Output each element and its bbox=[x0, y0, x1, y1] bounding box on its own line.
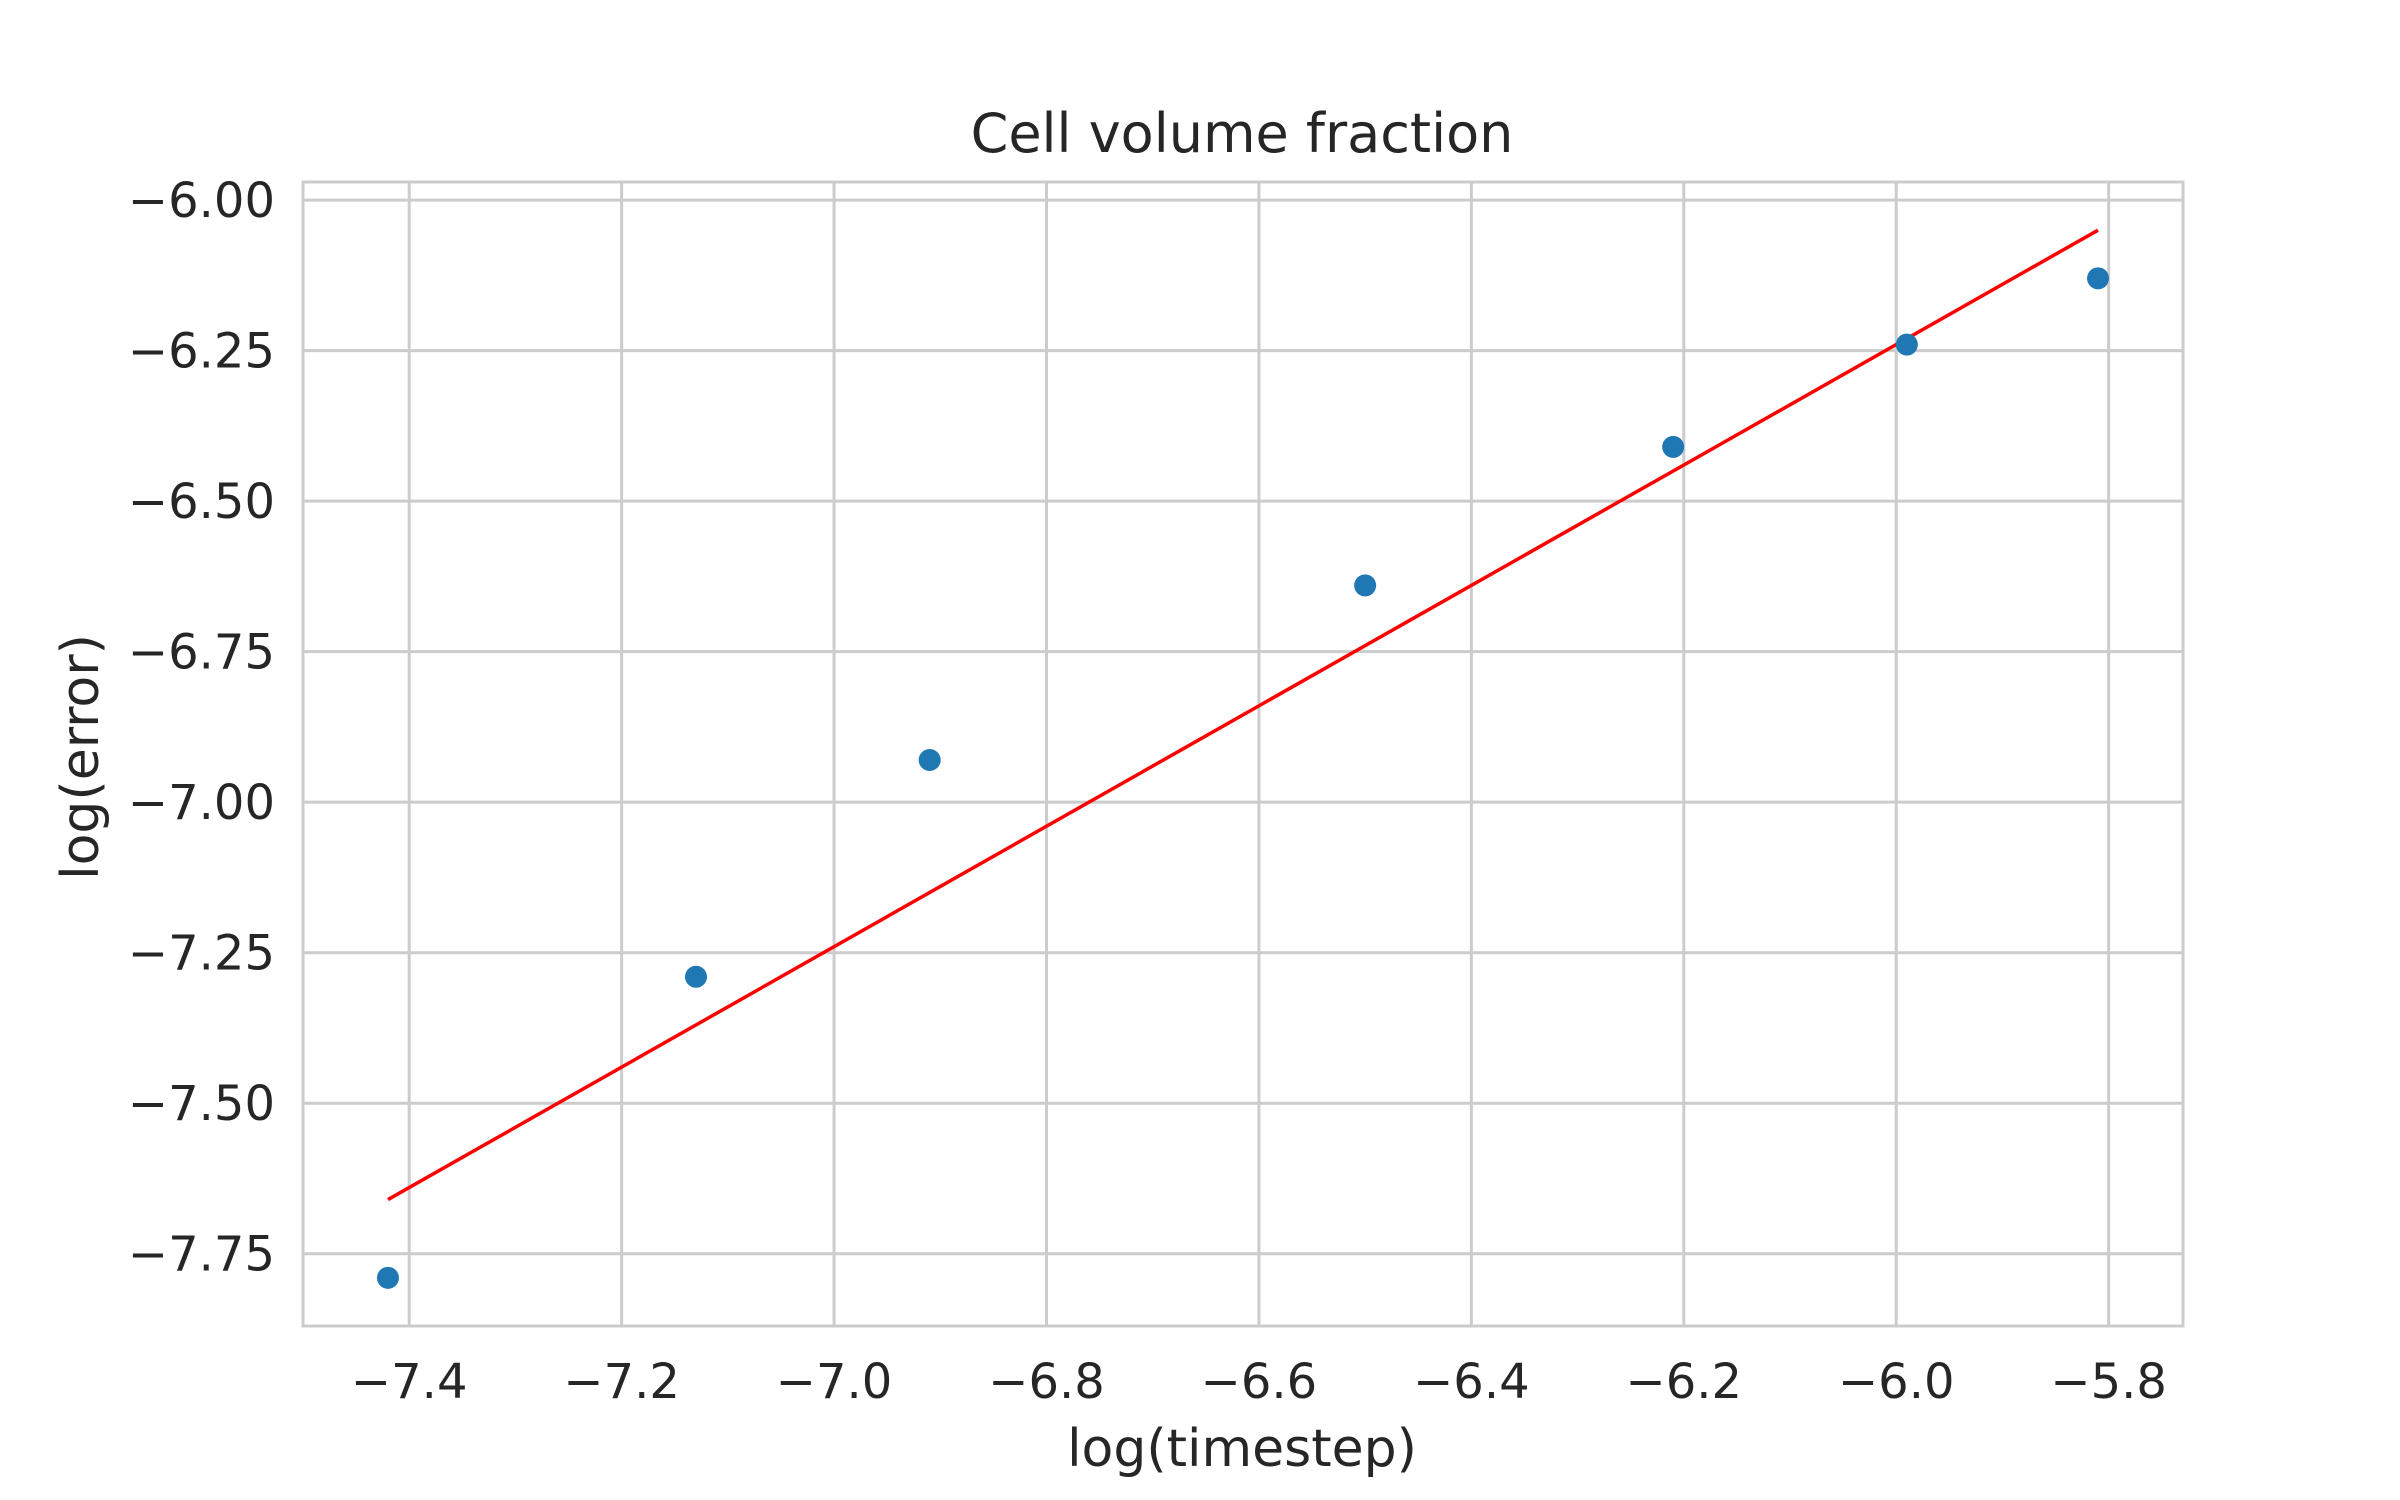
data-point bbox=[684, 965, 707, 988]
data-point bbox=[918, 749, 941, 772]
x-tick-label: −7.0 bbox=[776, 1354, 893, 1410]
x-tick-label: −7.2 bbox=[563, 1354, 680, 1410]
y-tick-label: −6.50 bbox=[128, 474, 275, 530]
x-tick-labels: −7.4 −7.2 −7.0 −6.8 −6.6 −6.4 −6.2 −6.0 −5.8 bbox=[351, 1354, 2167, 1410]
y-tick-labels: −6.00 −6.25 −6.50 −6.75 −7.00 −7.25 −7.50 −7.75 bbox=[128, 173, 275, 1283]
x-tick-label: −6.8 bbox=[988, 1354, 1105, 1410]
y-tick-label: −7.50 bbox=[128, 1076, 275, 1132]
chart-title: Cell volume fraction bbox=[971, 102, 1514, 165]
data-point bbox=[376, 1266, 399, 1289]
fit-line-layer bbox=[387, 228, 2099, 1202]
x-tick-label: −6.0 bbox=[1838, 1354, 1955, 1410]
y-tick-label: −7.00 bbox=[128, 775, 275, 831]
grid-lines bbox=[303, 182, 2183, 1326]
y-tick-label: −7.25 bbox=[128, 926, 275, 982]
fit-line bbox=[387, 228, 2099, 1202]
y-tick-label: −6.00 bbox=[128, 173, 275, 229]
y-tick-label: −6.75 bbox=[128, 625, 275, 681]
plot-frame bbox=[301, 180, 2185, 1328]
data-point bbox=[1354, 574, 1377, 597]
data-point bbox=[1662, 435, 1685, 458]
y-tick-label: −6.25 bbox=[128, 324, 275, 380]
data-point bbox=[1895, 333, 1918, 356]
x-tick-label: −6.2 bbox=[1626, 1354, 1743, 1410]
data-point bbox=[2087, 267, 2110, 290]
y-axis-label: log(error) bbox=[51, 634, 111, 880]
x-tick-label: −6.6 bbox=[1201, 1354, 1318, 1410]
x-tick-label: −5.8 bbox=[2050, 1354, 2167, 1410]
x-tick-label: −6.4 bbox=[1413, 1354, 1530, 1410]
y-tick-label: −7.75 bbox=[128, 1227, 275, 1283]
x-tick-label: −7.4 bbox=[351, 1354, 468, 1410]
x-axis-label: log(timestep) bbox=[1067, 1419, 1417, 1479]
scatter-points bbox=[376, 267, 2110, 1289]
